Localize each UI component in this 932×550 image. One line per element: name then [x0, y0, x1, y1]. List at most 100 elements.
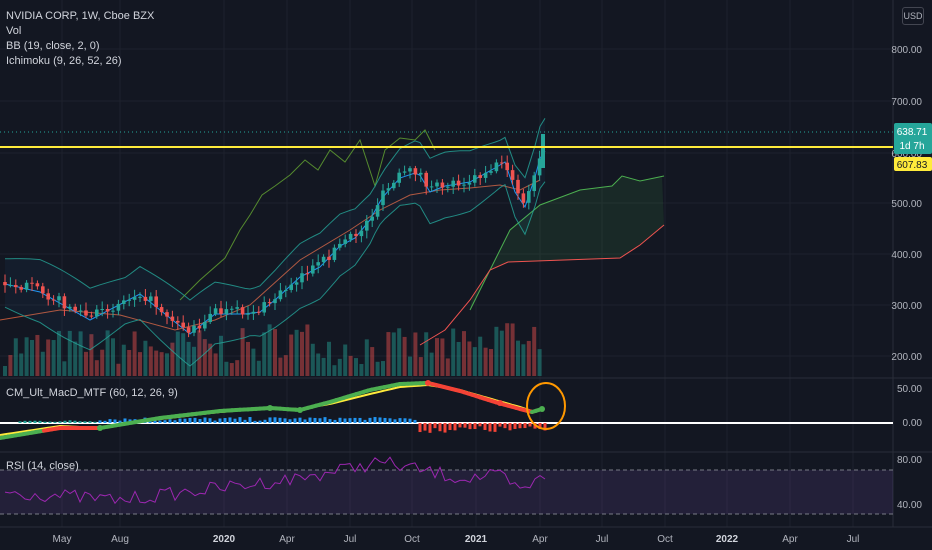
candle-body [467, 182, 472, 185]
volume-bar [51, 340, 56, 376]
macd-histogram-bar [258, 420, 262, 423]
volume-bar [30, 339, 34, 376]
volume-bar [316, 353, 321, 376]
candle-body [532, 175, 536, 192]
volume-bar [67, 330, 72, 376]
volume-bar [192, 346, 196, 376]
candle-body [397, 172, 401, 183]
candle-body [289, 284, 293, 290]
volume-bar [273, 329, 277, 376]
candle-body [510, 170, 515, 180]
price-tick-label: 600.00 [891, 149, 922, 160]
price-tick-label: 500.00 [891, 199, 922, 210]
candle-body [230, 308, 234, 310]
macd-histogram-bar [268, 417, 272, 423]
ichimoku-legend[interactable]: Ichimoku (9, 26, 52, 26) [6, 55, 122, 67]
volume-bar [267, 324, 272, 376]
macd-histogram-bar [438, 423, 442, 432]
candle-body [176, 320, 180, 323]
macd-histogram-bar [473, 423, 477, 430]
candle-body [208, 313, 212, 322]
macd-histogram-bar [503, 423, 507, 429]
macd-histogram-bar [123, 418, 127, 423]
candle-body [138, 296, 142, 298]
candle-body [483, 172, 488, 178]
candle-body [500, 162, 504, 164]
macd-histogram-bar [373, 417, 377, 423]
volume-bar [35, 334, 40, 376]
macd-histogram-bar [283, 418, 287, 423]
macd-legend[interactable]: CM_Ult_MacD_MTF (60, 12, 26, 9) [6, 387, 178, 399]
candle-body [127, 299, 131, 301]
candle-body [440, 182, 445, 188]
candle-body [51, 299, 56, 301]
macd-histogram-bar [113, 419, 117, 423]
volume-bar [62, 361, 67, 376]
macd-histogram-bar [288, 419, 292, 423]
volume-bar [240, 328, 245, 376]
candle-body [473, 175, 477, 183]
candle-body [386, 188, 391, 191]
macd-histogram-bar [453, 423, 457, 431]
symbol-title[interactable]: NVIDIA CORP, 1W, Cboe BZX [6, 10, 155, 22]
candle-body [348, 233, 353, 240]
macd-histogram-bar [393, 419, 397, 423]
line-price-label: 607.83 [897, 160, 928, 171]
time-axis-label: May [53, 534, 72, 545]
time-axis-label: Oct [404, 534, 420, 545]
macd-histogram-bar [198, 419, 202, 423]
candle-body [165, 312, 169, 317]
volume-bar [100, 349, 105, 376]
candle-body [375, 205, 380, 217]
candle-body [143, 296, 148, 301]
macd-histogram-bar [188, 417, 192, 423]
candle-body [527, 191, 531, 203]
macd-histogram-bar [538, 423, 542, 430]
bollinger-upper [4, 118, 546, 301]
candle-body [392, 182, 396, 189]
candle-body [159, 307, 164, 313]
candle-body [294, 282, 299, 285]
macd-histogram-bar [333, 419, 337, 423]
last-price-badge [894, 123, 932, 154]
candle-body [489, 171, 493, 173]
rsi-legend[interactable]: RSI (14, close) [6, 460, 79, 472]
volume-bar [321, 357, 326, 376]
volume-bar [57, 330, 61, 376]
macd-histogram-bar [208, 418, 212, 423]
currency-button[interactable]: USD [902, 7, 924, 25]
ichimoku-lead1-line [469, 175, 665, 311]
macd-histogram-bar [173, 420, 177, 423]
volume-bar [170, 342, 175, 376]
macd-histogram-bar [418, 423, 422, 433]
candle-body [62, 296, 67, 309]
candle-body [192, 325, 196, 333]
candle-body [408, 168, 412, 172]
candle-body [122, 300, 126, 304]
volume-bar [332, 365, 337, 376]
volume-legend[interactable]: Vol [6, 25, 22, 37]
macd-histogram-bar [293, 418, 297, 423]
volume-bar [246, 341, 250, 376]
candle-body [57, 296, 61, 301]
time-axis-label: Jul [596, 534, 609, 545]
candle-body [370, 216, 374, 221]
volume-bar [181, 333, 186, 376]
bollinger-legend[interactable]: BB (19, close, 2, 0) [6, 40, 100, 52]
macd-histogram-bar [238, 417, 242, 423]
annotation-circle [526, 382, 566, 430]
macd-histogram-bar [213, 420, 217, 423]
candle-body [100, 308, 104, 310]
volume-bar [343, 344, 348, 376]
volume-bar [532, 326, 537, 376]
volume-bar [391, 332, 396, 376]
macd-histogram-bar [528, 423, 532, 427]
macd-histogram-bar [153, 419, 157, 423]
macd-cross-dot [297, 407, 303, 413]
volume-bar [138, 352, 142, 376]
candle-body [365, 220, 369, 231]
volume-bar [3, 365, 7, 376]
time-axis-label: Apr [782, 534, 798, 545]
macd-histogram-bar [18, 421, 22, 423]
